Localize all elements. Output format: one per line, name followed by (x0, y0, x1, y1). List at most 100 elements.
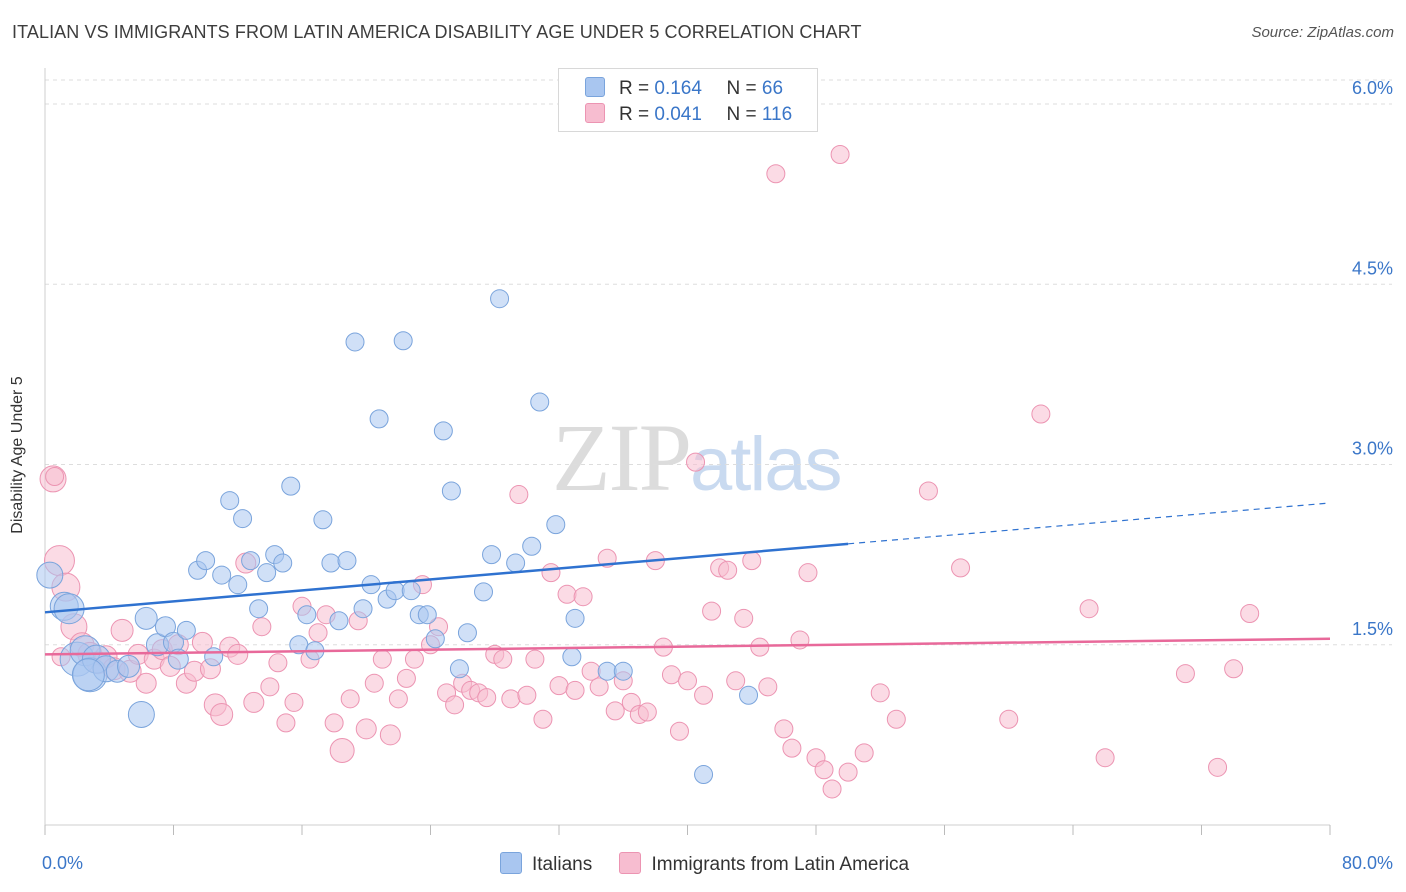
italians-point (329, 611, 349, 631)
latin-america-trend-line (44, 637, 1331, 656)
latin-america-point (557, 584, 577, 604)
legend-r-label: R = (619, 104, 650, 125)
italians-point (297, 605, 317, 625)
latin-america-point (637, 702, 657, 722)
source-credit: Source: ZipAtlas.com (1251, 24, 1394, 41)
latin-america-point (340, 689, 360, 709)
latin-america-point (758, 677, 778, 697)
italians-point (530, 392, 550, 412)
legend-r-value: 0.164 (654, 78, 702, 99)
latin-america-point (573, 587, 593, 607)
legend-label-latin-america: Immigrants from Latin America (651, 854, 910, 875)
y-axis-label: Disability Age Under 5 (9, 376, 26, 534)
latin-america-point (252, 617, 272, 637)
italians-point (506, 553, 526, 573)
latin-america-point (718, 560, 738, 580)
italians-point (337, 551, 357, 571)
italians-point (546, 515, 566, 535)
latin-america-point (549, 676, 569, 696)
italians-point (233, 509, 253, 529)
italians-trend-extension (848, 502, 1331, 545)
italians-point (228, 575, 248, 595)
italians-point (71, 658, 105, 692)
latin-america-point (517, 685, 537, 705)
latin-america-point (661, 665, 681, 685)
italians-point (433, 421, 453, 441)
correlation-legend: R = 0.164 N = 66 R = 0.041 N = 116 (558, 68, 818, 132)
italians-point (212, 565, 232, 585)
latin-america-point (774, 719, 794, 739)
italians-point (369, 409, 389, 429)
italians-point (281, 476, 301, 496)
latin-america-point (135, 672, 157, 694)
latin-america-point (1095, 748, 1115, 768)
italians-point (490, 289, 510, 309)
legend-n-value: 66 (761, 78, 784, 99)
x-tick-label-start: 0.0% (42, 853, 83, 873)
italians-point (449, 659, 469, 679)
y-tick-label: 3.0% (1352, 439, 1393, 459)
latin-america-point (445, 695, 465, 715)
italians-point (425, 629, 445, 649)
latin-america-point (533, 709, 553, 729)
latin-america-point (493, 649, 513, 669)
legend-row-latin-america: R = 0.041 N = 116 (585, 103, 792, 125)
italians-point (176, 620, 196, 640)
latin-america-point (918, 481, 938, 501)
italians-point (167, 648, 189, 670)
latin-america-point (1079, 599, 1099, 619)
latin-america-point (814, 760, 834, 780)
latin-america-point (854, 743, 874, 763)
latin-america-point (798, 563, 818, 583)
latin-america-point (886, 709, 906, 729)
legend-item-italians: Italians (500, 852, 592, 876)
latin-america-point (324, 713, 344, 733)
italians-point (562, 647, 582, 667)
latin-america-point (525, 649, 545, 669)
latin-america-point (766, 164, 786, 184)
x-tick-label-end: 80.0% (1342, 853, 1393, 873)
y-tick-label: 4.5% (1352, 258, 1393, 278)
italians-point (204, 647, 224, 667)
latin-america-point (541, 563, 561, 583)
chart-title: ITALIAN VS IMMIGRANTS FROM LATIN AMERICA… (12, 22, 862, 42)
italians-point (127, 700, 155, 728)
legend-n-label: N = (726, 78, 757, 99)
latin-america-point (364, 673, 384, 693)
y-axis-label-wrap: Disability Age Under 5 (9, 376, 38, 533)
italians-point (401, 581, 421, 601)
latin-america-point (1208, 757, 1228, 777)
italians-point (249, 599, 269, 619)
italians-point (597, 661, 617, 681)
latin-america-point (678, 671, 697, 691)
latin-america-point (260, 677, 280, 697)
legend-swatch-blue (500, 852, 522, 874)
italians-point (393, 331, 413, 351)
italians-point (694, 765, 714, 785)
latin-america-point (726, 671, 746, 691)
latin-america-point (605, 701, 625, 721)
italians-point (457, 623, 477, 643)
latin-america-point (379, 724, 401, 746)
latin-america-point (686, 452, 706, 472)
italians-point (345, 332, 365, 352)
latin-america-point (388, 689, 408, 709)
italians-point (441, 481, 461, 501)
italians-point (522, 536, 542, 556)
latin-america-point (999, 709, 1019, 729)
latin-america-point (702, 601, 722, 621)
italians-point (134, 606, 158, 630)
latin-america-point (355, 718, 377, 740)
latin-america-point (589, 677, 609, 697)
legend-n-label: N = (726, 104, 757, 125)
latin-america-point (227, 643, 249, 665)
latin-america-point (838, 762, 858, 782)
italians-point (220, 491, 240, 511)
latin-america-point (396, 668, 416, 688)
latin-america-point (329, 738, 355, 763)
italians-point (565, 608, 585, 628)
italians-point (417, 605, 437, 625)
latin-america-point (1224, 659, 1244, 679)
latin-america-point (734, 608, 754, 628)
latin-america-point (308, 623, 328, 643)
